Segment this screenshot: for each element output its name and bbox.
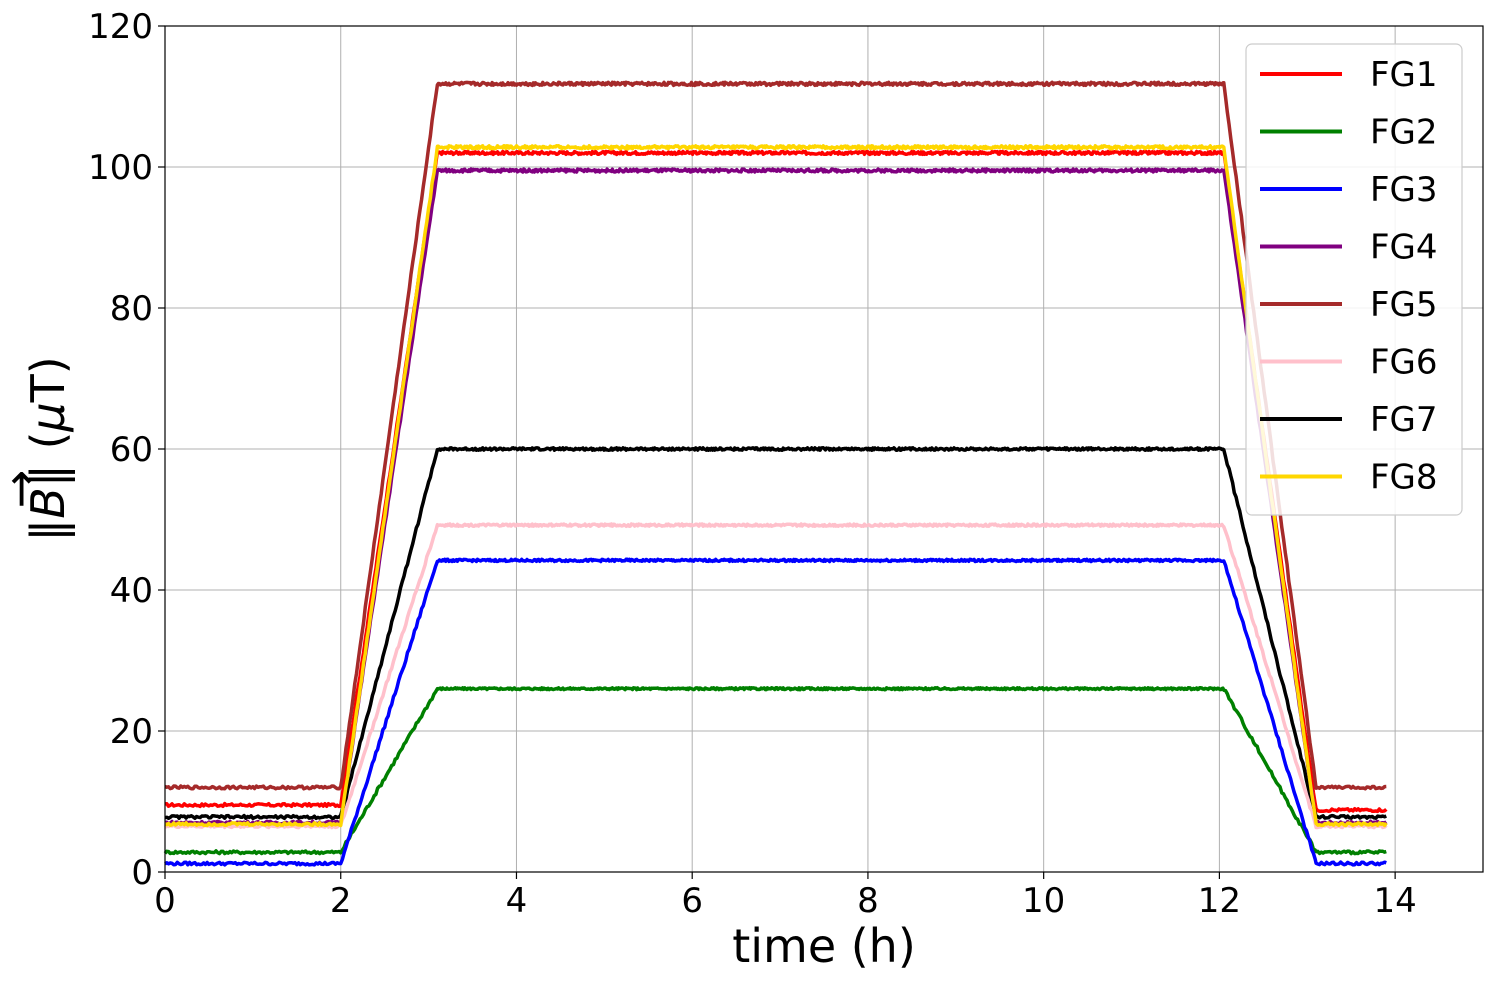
- svg-text:‖B‖ (μT): ‖B‖ (μT): [21, 356, 76, 541]
- series-line-fg1: [164, 149, 1388, 814]
- series-line-fg2: [163, 685, 1387, 856]
- y-title-norm-open: ‖: [21, 519, 76, 542]
- legend-label-fg6: FG6: [1370, 343, 1438, 383]
- y-title-norm-close: ‖: [21, 464, 76, 487]
- y-tick-label: 20: [110, 712, 153, 752]
- axis-ticks: 0 2 4 6 8 10 12 14 0 20 40 60 80 100 120: [88, 7, 1417, 921]
- y-title-unit-open: (: [21, 432, 75, 465]
- y-tick-label: 120: [88, 7, 153, 47]
- y-tick-label: 100: [88, 148, 153, 188]
- legend-label-fg5: FG5: [1370, 285, 1438, 325]
- x-tick-label: 10: [1022, 881, 1065, 921]
- y-title-symbol: B: [21, 487, 75, 519]
- x-tick-label: 8: [857, 881, 879, 921]
- x-tick-label: 0: [154, 881, 176, 921]
- legend-label-fg4: FG4: [1370, 228, 1438, 268]
- legend-label-fg2: FG2: [1370, 113, 1438, 153]
- x-tick-label: 12: [1198, 881, 1241, 921]
- series-line-fg4: [164, 167, 1388, 826]
- series-line-fg5: [164, 80, 1387, 791]
- legend-frame: [1245, 43, 1463, 516]
- x-axis-title: time (h): [732, 919, 916, 973]
- legend-label-fg7: FG7: [1370, 400, 1438, 440]
- y-tick-label: 40: [110, 571, 153, 611]
- series-layer: [163, 80, 1388, 867]
- y-title-vector-arrow: →: [0, 470, 47, 509]
- y-tick-label: 0: [131, 853, 153, 893]
- y-axis-title: ‖B‖ (μT) →: [0, 356, 76, 541]
- series-line-fg8: [164, 144, 1388, 828]
- y-title-unit-close: T): [21, 356, 75, 403]
- legend-label-fg3: FG3: [1370, 170, 1438, 210]
- legend: FG1 FG2 FG3 FG4 FG5 FG6 FG7 FG8: [1245, 43, 1463, 516]
- series-line-fg7: [164, 446, 1387, 821]
- x-tick-label: 6: [681, 881, 703, 921]
- series-line-fg3: [164, 557, 1387, 867]
- series-line-fg6: [164, 522, 1388, 830]
- x-tick-label: 2: [330, 881, 352, 921]
- legend-label-fg1: FG1: [1370, 55, 1438, 95]
- x-tick-label: 4: [506, 881, 528, 921]
- legend-label-fg8: FG8: [1370, 458, 1438, 498]
- x-tick-label: 14: [1374, 881, 1417, 921]
- y-tick-label: 80: [110, 289, 153, 329]
- y-tick-label: 60: [110, 430, 153, 470]
- y-title-mu: μ: [21, 402, 75, 432]
